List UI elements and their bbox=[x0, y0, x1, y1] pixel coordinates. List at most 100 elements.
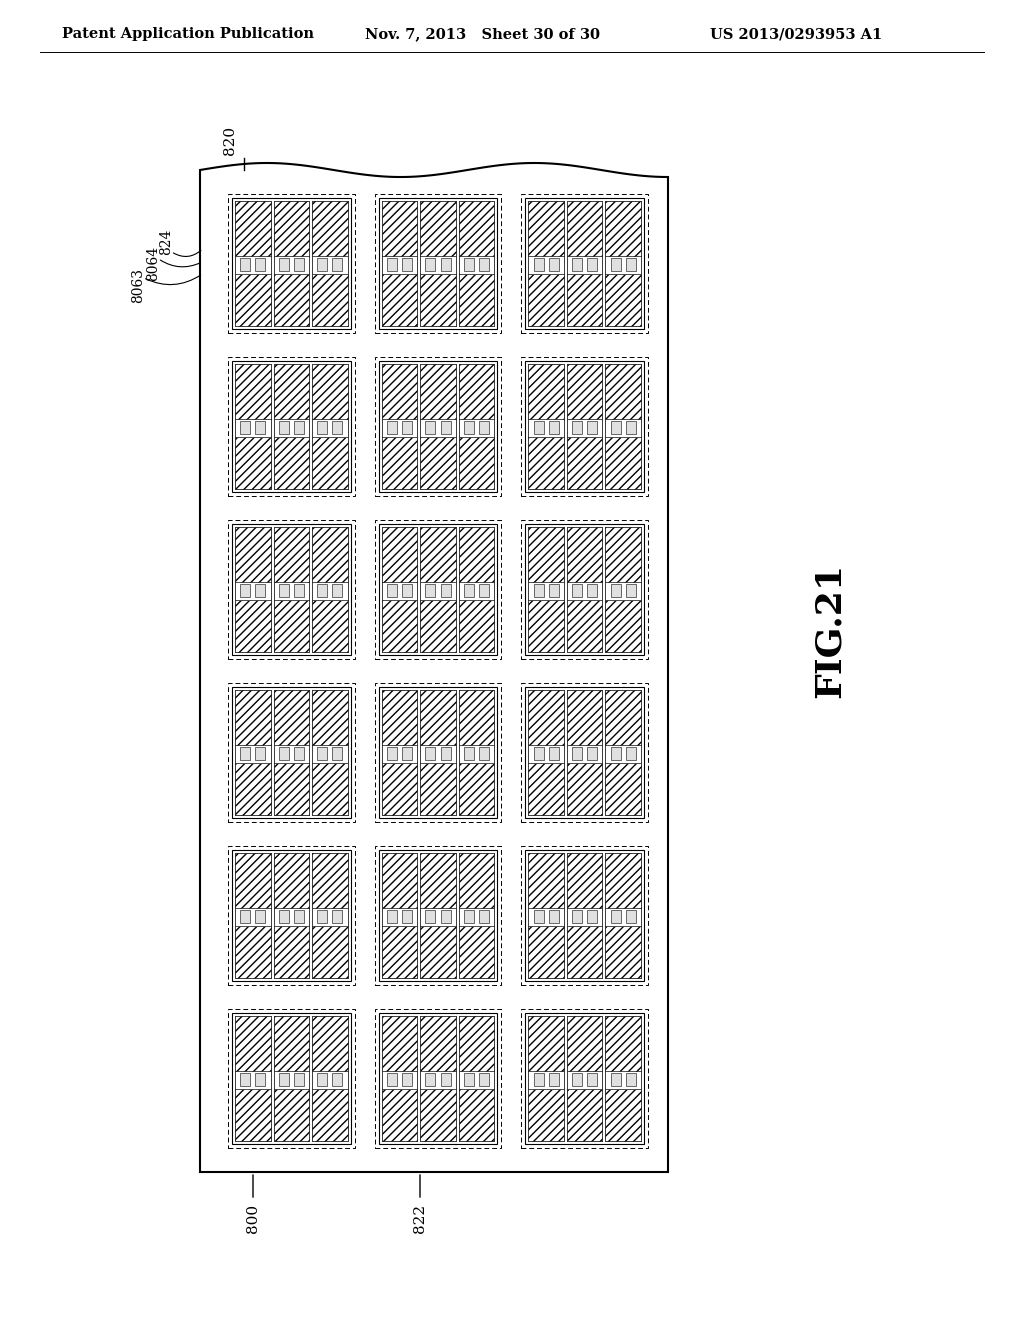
Bar bbox=[521, 520, 648, 659]
Bar bbox=[528, 925, 564, 978]
Bar bbox=[528, 364, 564, 488]
Bar bbox=[273, 527, 309, 582]
Bar bbox=[528, 437, 564, 488]
Bar bbox=[312, 273, 348, 326]
Bar bbox=[567, 763, 602, 814]
Bar bbox=[528, 527, 564, 582]
Bar bbox=[420, 1089, 456, 1140]
Bar bbox=[379, 850, 498, 981]
Bar bbox=[605, 690, 641, 814]
Bar bbox=[605, 763, 641, 814]
Bar bbox=[528, 1071, 564, 1089]
Bar bbox=[567, 925, 602, 978]
Bar bbox=[610, 911, 621, 923]
Bar bbox=[567, 201, 602, 256]
Bar bbox=[479, 1073, 489, 1086]
Bar bbox=[440, 747, 451, 760]
Bar bbox=[549, 421, 559, 434]
Bar bbox=[234, 527, 270, 652]
Bar bbox=[382, 364, 417, 488]
Bar bbox=[273, 908, 309, 925]
Bar bbox=[459, 908, 495, 925]
Bar bbox=[528, 364, 564, 418]
Bar bbox=[379, 198, 498, 329]
Bar bbox=[234, 690, 270, 744]
Bar bbox=[528, 256, 564, 273]
Bar bbox=[241, 1073, 250, 1086]
Bar bbox=[567, 1016, 602, 1071]
Bar bbox=[420, 1016, 456, 1071]
Bar bbox=[459, 364, 495, 488]
Bar bbox=[521, 194, 648, 333]
Bar bbox=[312, 1016, 348, 1071]
Bar bbox=[420, 201, 456, 326]
Bar bbox=[420, 201, 456, 256]
Bar bbox=[273, 925, 309, 978]
Bar bbox=[610, 585, 621, 598]
Bar bbox=[312, 437, 348, 488]
Bar bbox=[234, 763, 270, 814]
Bar bbox=[273, 1071, 309, 1089]
Bar bbox=[402, 747, 412, 760]
Bar bbox=[379, 1012, 498, 1144]
Bar bbox=[605, 437, 641, 488]
Bar bbox=[387, 585, 397, 598]
Bar bbox=[294, 747, 304, 760]
Bar bbox=[312, 527, 348, 652]
Bar bbox=[312, 853, 348, 908]
Bar bbox=[273, 201, 309, 326]
Bar bbox=[534, 585, 544, 598]
Bar bbox=[234, 744, 270, 763]
Bar bbox=[241, 585, 250, 598]
Bar bbox=[572, 911, 582, 923]
Bar bbox=[382, 763, 417, 814]
Bar bbox=[279, 747, 289, 760]
Bar bbox=[312, 201, 348, 256]
Bar bbox=[420, 1016, 456, 1140]
Bar bbox=[273, 273, 309, 326]
Bar bbox=[402, 421, 412, 434]
Bar bbox=[459, 418, 495, 437]
Bar bbox=[234, 527, 270, 582]
Bar bbox=[375, 520, 502, 659]
Bar bbox=[464, 1073, 474, 1086]
Bar bbox=[605, 1089, 641, 1140]
Bar bbox=[273, 201, 309, 256]
Bar bbox=[279, 259, 289, 272]
Text: 800: 800 bbox=[246, 1204, 260, 1233]
Bar bbox=[459, 853, 495, 908]
Bar bbox=[459, 201, 495, 326]
Bar bbox=[420, 273, 456, 326]
Bar bbox=[382, 527, 417, 582]
Bar bbox=[420, 527, 456, 582]
Bar bbox=[521, 846, 648, 985]
Bar bbox=[605, 1016, 641, 1140]
Bar bbox=[626, 585, 636, 598]
Bar bbox=[420, 364, 456, 488]
Bar bbox=[312, 527, 348, 582]
Bar bbox=[312, 925, 348, 978]
Bar bbox=[528, 1016, 564, 1071]
Bar bbox=[605, 1071, 641, 1089]
Bar bbox=[317, 421, 328, 434]
Bar bbox=[379, 686, 498, 818]
Bar bbox=[234, 1071, 270, 1089]
Bar bbox=[459, 1016, 495, 1140]
Bar bbox=[333, 421, 342, 434]
Bar bbox=[312, 256, 348, 273]
Bar bbox=[333, 1073, 342, 1086]
Bar bbox=[228, 682, 354, 822]
Bar bbox=[294, 585, 304, 598]
Bar bbox=[382, 1071, 417, 1089]
Bar bbox=[567, 273, 602, 326]
Bar bbox=[420, 690, 456, 814]
Bar bbox=[382, 256, 417, 273]
Bar bbox=[528, 1016, 564, 1140]
Bar bbox=[273, 690, 309, 814]
Bar bbox=[459, 1071, 495, 1089]
Bar bbox=[572, 259, 582, 272]
Bar bbox=[605, 1016, 641, 1071]
Bar bbox=[241, 259, 250, 272]
Bar bbox=[333, 747, 342, 760]
Bar bbox=[549, 585, 559, 598]
